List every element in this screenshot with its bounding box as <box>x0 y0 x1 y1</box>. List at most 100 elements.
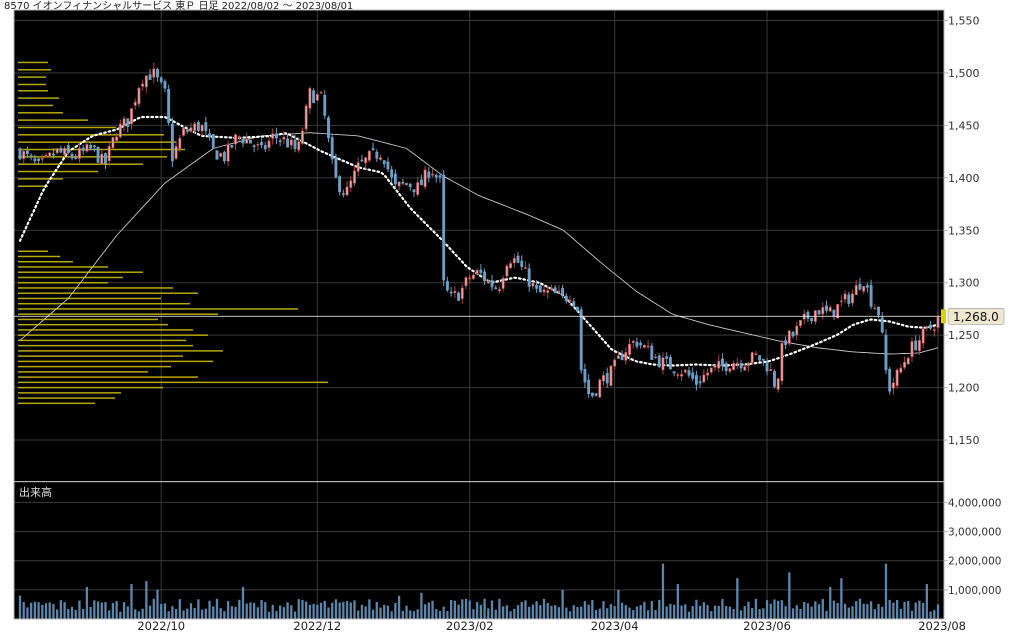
volume-bar <box>877 604 880 619</box>
volume-bar <box>698 605 702 619</box>
volume-bar <box>353 600 356 619</box>
candle-body <box>921 328 925 344</box>
volume-bar <box>156 589 159 619</box>
volume-bar <box>479 604 483 619</box>
candle-body <box>107 145 111 162</box>
volume-profile-bar <box>18 350 223 352</box>
volume-bar <box>680 605 683 619</box>
candle-body <box>338 176 342 193</box>
volume-profile-bar <box>18 334 208 336</box>
volume-profile-bar <box>18 344 193 347</box>
candle-body <box>479 269 483 273</box>
volume-bar <box>691 606 694 619</box>
volume-bar <box>219 608 222 619</box>
volume-bar <box>174 608 178 619</box>
volume-bar <box>96 601 100 619</box>
volume-bar <box>134 609 137 619</box>
price-tick-label: 1,500 <box>948 67 980 80</box>
volume-bar <box>435 609 438 619</box>
volume-bar <box>200 609 204 619</box>
candle-body <box>773 371 776 387</box>
volume-profile-bar <box>18 339 186 342</box>
candle-body <box>810 317 814 322</box>
volume-profile-bar <box>18 266 108 268</box>
volume-bar <box>163 603 167 619</box>
candle-body <box>694 375 698 385</box>
volume-bar <box>791 608 795 619</box>
candle-body <box>70 153 74 159</box>
candle-body <box>475 269 479 274</box>
candle-body <box>728 368 732 372</box>
candle-body <box>925 326 929 329</box>
candle-body <box>903 361 906 368</box>
volume-bar <box>620 602 624 619</box>
candle-body <box>806 311 810 319</box>
volume-bar <box>929 611 932 619</box>
date-tick-label: 2023/02 <box>446 619 494 632</box>
volume-profile-bar <box>18 250 48 252</box>
volume-bar <box>137 611 141 619</box>
volume-bar <box>751 607 754 619</box>
candle-body <box>576 306 579 311</box>
candle-body <box>104 153 107 164</box>
volume-bar <box>401 610 404 619</box>
volume-bar <box>122 602 126 619</box>
volume-profile-bar <box>18 260 73 263</box>
volume-bar <box>342 602 345 619</box>
volume-bar <box>918 600 921 619</box>
volume-bar <box>498 598 501 619</box>
candle-body <box>445 281 449 291</box>
candle-body <box>501 277 505 289</box>
volume-bar <box>405 605 408 619</box>
candle-body <box>550 287 553 290</box>
volume-bar <box>546 602 549 619</box>
volume-bar <box>461 599 464 619</box>
volume-bar <box>754 598 758 619</box>
volume-profile-bar <box>18 365 171 368</box>
candle-body <box>709 367 713 373</box>
volume-profile-bar <box>18 371 148 373</box>
volume-bar <box>316 604 319 619</box>
volume-bar <box>126 606 129 619</box>
volume-profile-bar <box>18 255 60 258</box>
candle-body <box>739 362 743 369</box>
volume-tick-label: 3,000,000 <box>948 527 1001 539</box>
volume-bar <box>100 602 103 619</box>
candle-body <box>732 362 736 371</box>
volume-profile-bar <box>18 329 193 331</box>
candle-body <box>85 144 89 152</box>
candle-body <box>817 310 821 315</box>
candle-body <box>18 148 22 160</box>
candle-body <box>174 146 178 159</box>
candle-body <box>416 182 420 195</box>
candle-body <box>706 372 710 376</box>
candle-body <box>353 170 356 184</box>
candle-body <box>936 316 940 328</box>
candle-body <box>609 365 613 387</box>
volume-bar <box>453 600 456 619</box>
volume-profile-bar <box>18 61 48 64</box>
volume-bar <box>580 606 583 619</box>
volume-bar <box>252 602 256 619</box>
volume-profile-bar <box>18 119 88 121</box>
volume-bar <box>821 598 824 619</box>
candle-body <box>680 374 684 377</box>
candle-body <box>516 255 520 263</box>
volume-profile-bar <box>18 69 51 71</box>
volume-bar <box>687 611 691 619</box>
candle-body <box>873 307 877 310</box>
volume-bar <box>576 607 579 619</box>
volume-bar <box>710 611 713 619</box>
candle-body <box>271 133 275 139</box>
candle-body <box>512 258 516 264</box>
candle-body <box>832 309 836 317</box>
volume-bar <box>245 603 248 619</box>
volume-bar <box>18 595 22 619</box>
price-tick-label: 1,250 <box>948 329 980 342</box>
volume-bar <box>739 610 743 619</box>
candle-body <box>568 300 572 302</box>
volume-bar <box>312 603 315 619</box>
candle-body <box>379 157 382 160</box>
volume-bar <box>260 600 263 619</box>
candle-body <box>494 287 498 290</box>
